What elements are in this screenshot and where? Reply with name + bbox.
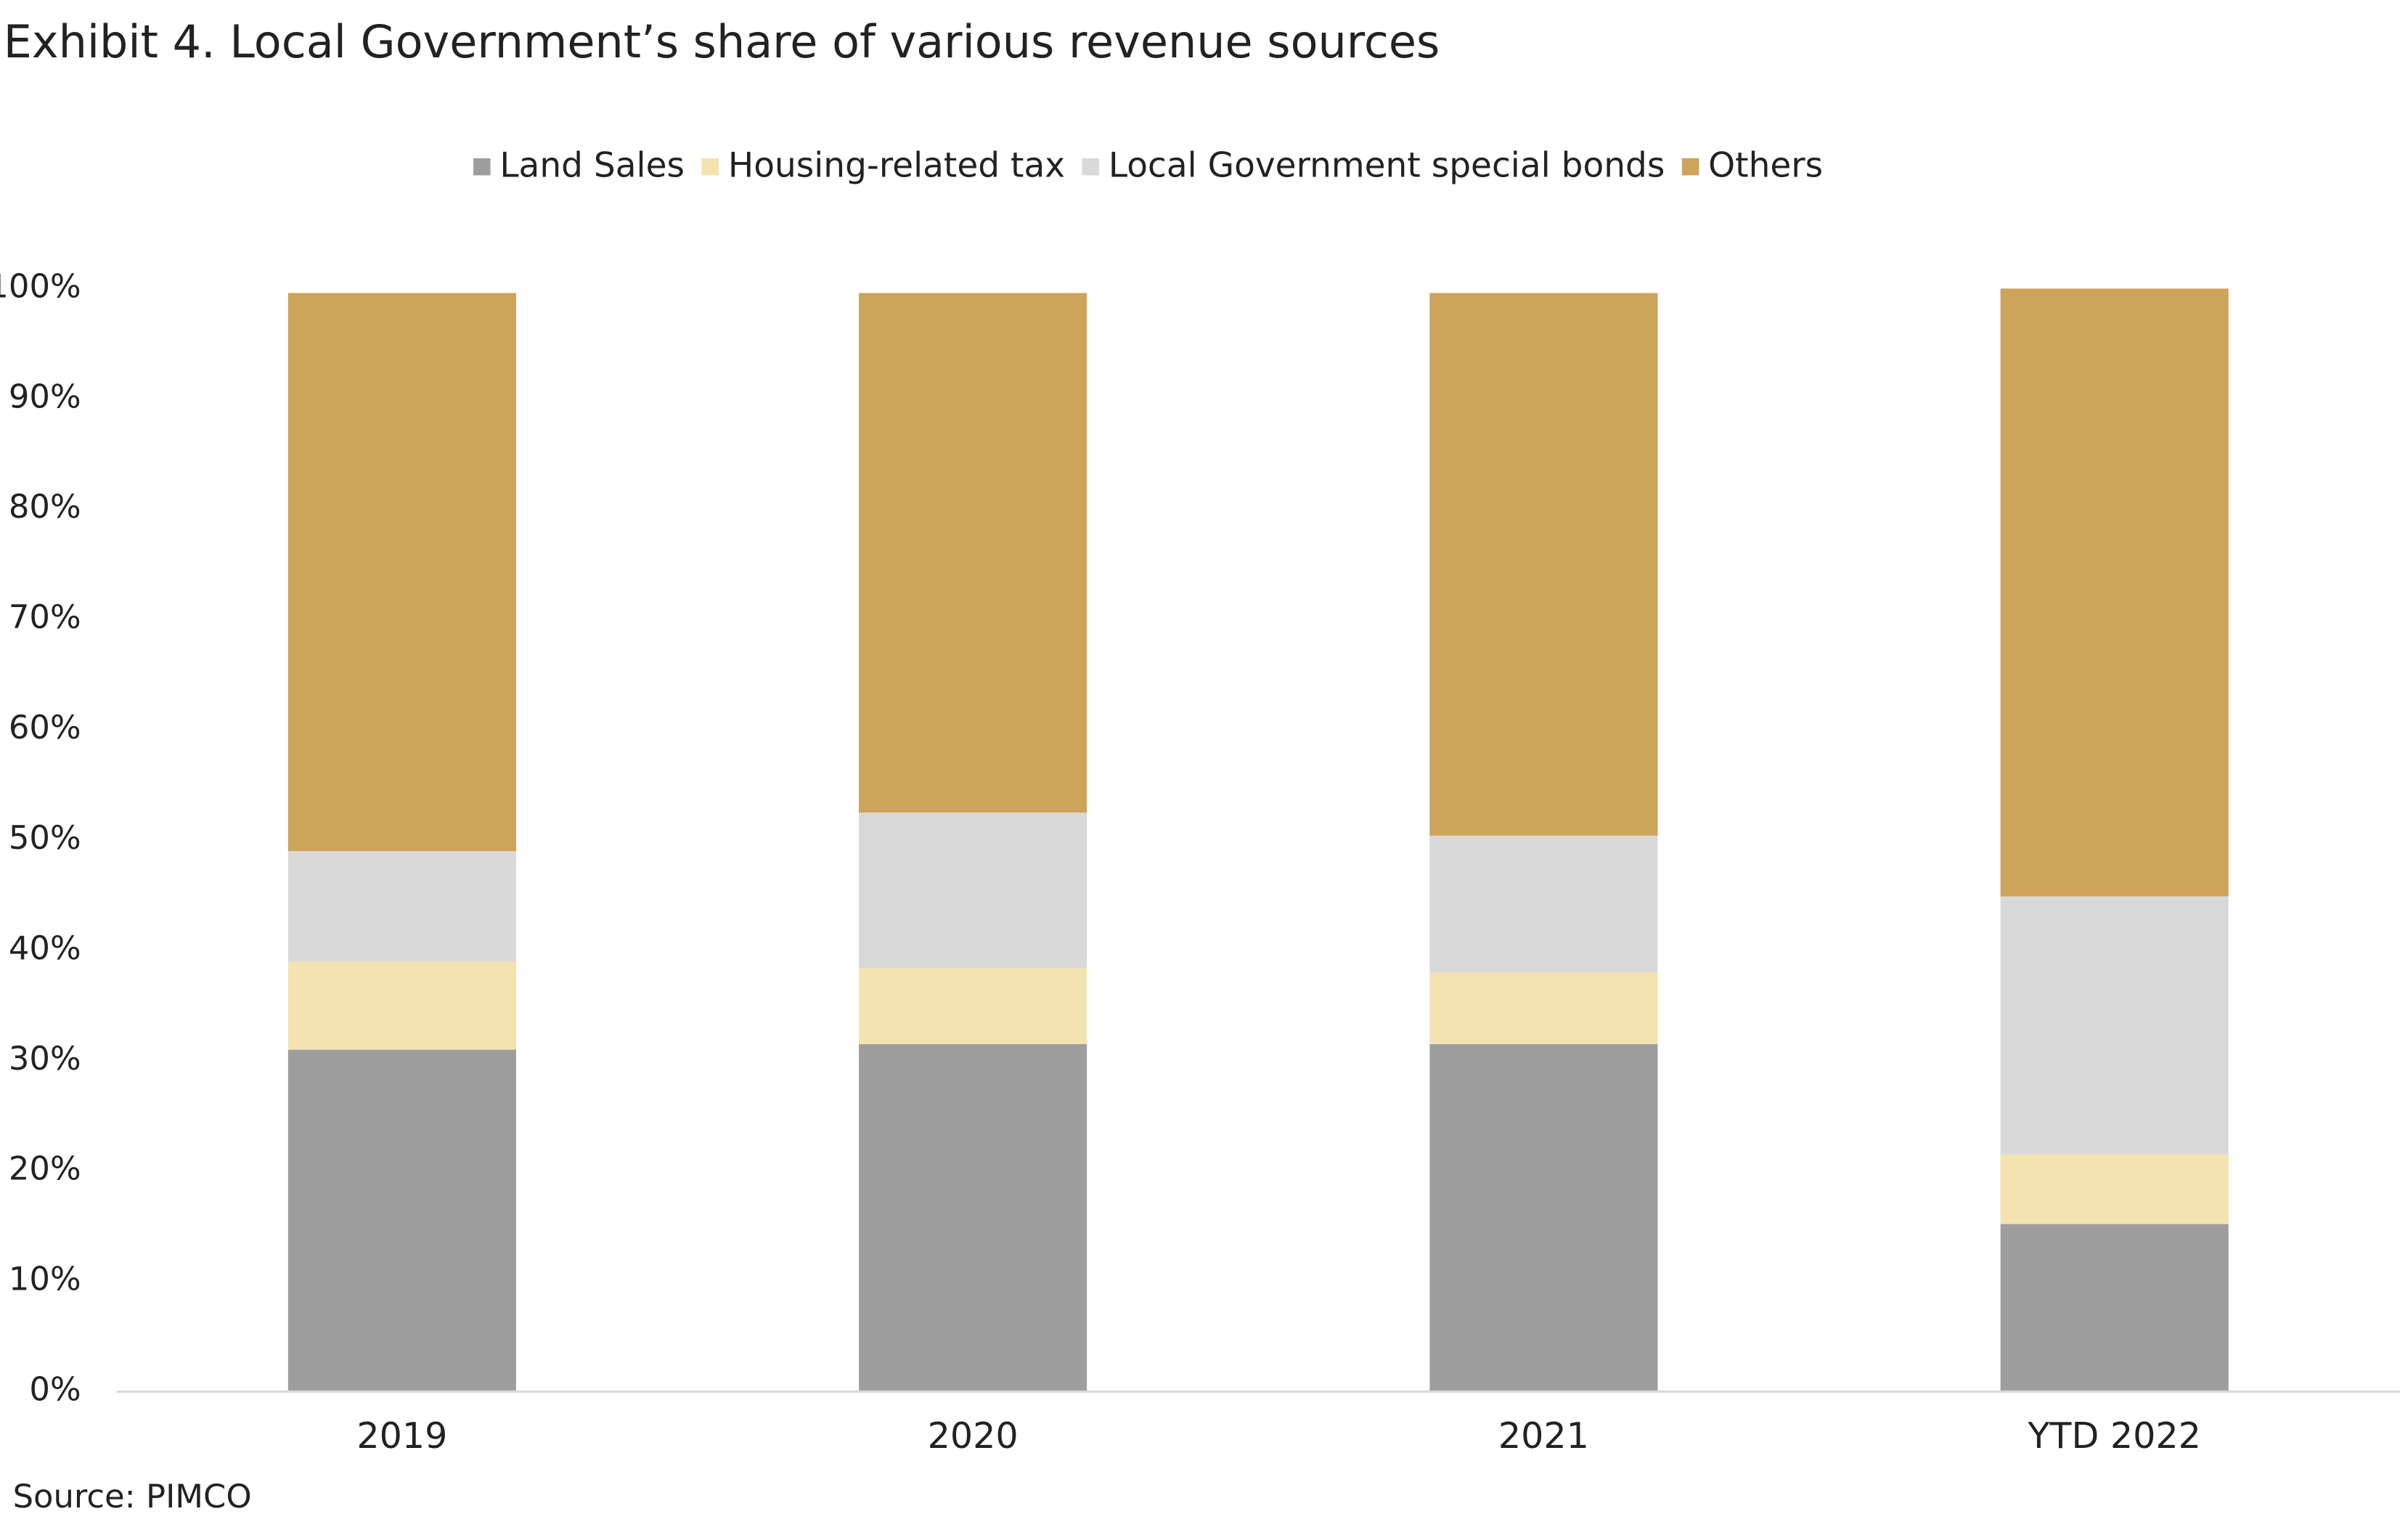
y-tick-label: 50%: [9, 818, 81, 857]
y-tick-label: 10%: [9, 1260, 81, 1298]
y-tick-label: 0%: [29, 1370, 81, 1409]
legend-label: Land Sales: [499, 145, 685, 185]
bar-segment: [2000, 1154, 2229, 1224]
bar-segment: [287, 293, 516, 852]
bar-segment: [287, 961, 516, 1050]
bar-segment: [287, 1049, 516, 1392]
x-tick-label: 2021: [1498, 1415, 1589, 1457]
bar-segment: [859, 1044, 1087, 1392]
bar-segment: [859, 293, 1087, 813]
source-note: Source: PIMCO: [13, 1477, 252, 1515]
y-tick-label: 40%: [9, 929, 81, 967]
bar-segment: [1429, 835, 1658, 973]
bar-segment: [1429, 1044, 1658, 1392]
bar-segment: [287, 851, 516, 962]
legend-swatch: [1082, 158, 1100, 176]
bar-segment: [2000, 288, 2229, 897]
bar-segment: [2000, 1224, 2229, 1392]
y-tick-label: 100%: [0, 266, 81, 305]
bar-segment: [859, 812, 1087, 969]
x-tick-label: 2019: [356, 1415, 447, 1457]
legend-swatch: [1681, 158, 1699, 176]
y-tick-label: 70%: [9, 598, 81, 636]
bar-segment: [1429, 293, 1658, 836]
bar-segment: [1429, 972, 1658, 1045]
y-tick-label: 60%: [9, 708, 81, 746]
legend-label: Housing-related tax: [728, 145, 1065, 185]
legend-swatch: [701, 158, 719, 176]
y-tick-label: 90%: [9, 377, 81, 415]
x-tick-label: YTD 2022: [2027, 1415, 2200, 1457]
legend-swatch: [473, 158, 491, 176]
bar-segment: [859, 968, 1087, 1045]
y-tick-label: 20%: [9, 1149, 81, 1188]
x-tick-label: 2020: [928, 1415, 1019, 1457]
y-tick-label: 80%: [9, 487, 81, 526]
legend-label: Local Government special bonds: [1109, 145, 1665, 185]
chart-title: Exhibit 4. Local Government’s share of v…: [4, 15, 1440, 68]
legend-label: Others: [1708, 145, 1823, 185]
bar-segment: [2000, 896, 2229, 1155]
y-tick-label: 30%: [9, 1039, 81, 1078]
